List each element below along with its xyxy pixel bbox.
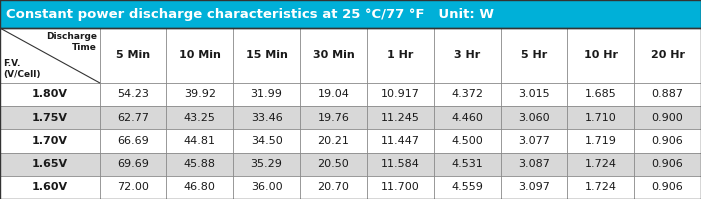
Text: 20.70: 20.70 xyxy=(318,182,349,192)
Text: 20.21: 20.21 xyxy=(318,136,349,146)
Text: 1.719: 1.719 xyxy=(585,136,617,146)
Text: Constant power discharge characteristics at 25 °C/77 °F   Unit: W: Constant power discharge characteristics… xyxy=(6,8,494,20)
Bar xyxy=(0,83,701,106)
Text: 3 Hr: 3 Hr xyxy=(454,50,480,60)
Text: 4.460: 4.460 xyxy=(451,113,483,123)
Text: 44.81: 44.81 xyxy=(184,136,216,146)
Text: 66.69: 66.69 xyxy=(117,136,149,146)
Text: 3.097: 3.097 xyxy=(518,182,550,192)
Text: 11.447: 11.447 xyxy=(381,136,420,146)
Text: 1.710: 1.710 xyxy=(585,113,617,123)
Text: Discharge
Time: Discharge Time xyxy=(46,32,97,52)
Text: 1.724: 1.724 xyxy=(585,159,617,169)
Text: 10.917: 10.917 xyxy=(381,89,420,100)
Text: 0.906: 0.906 xyxy=(652,182,683,192)
Text: 3.077: 3.077 xyxy=(518,136,550,146)
Text: 4.559: 4.559 xyxy=(451,182,483,192)
Text: 5 Hr: 5 Hr xyxy=(521,50,547,60)
Text: 0.906: 0.906 xyxy=(652,136,683,146)
Bar xyxy=(0,129,701,152)
Text: 3.087: 3.087 xyxy=(518,159,550,169)
Text: 39.92: 39.92 xyxy=(184,89,216,100)
Text: 11.584: 11.584 xyxy=(381,159,420,169)
Text: 4.500: 4.500 xyxy=(451,136,483,146)
Text: 33.46: 33.46 xyxy=(251,113,283,123)
Text: F.V.
(V/Cell): F.V. (V/Cell) xyxy=(3,59,40,79)
Text: 4.531: 4.531 xyxy=(451,159,483,169)
Text: 46.80: 46.80 xyxy=(184,182,216,192)
Text: 11.245: 11.245 xyxy=(381,113,420,123)
Text: 11.700: 11.700 xyxy=(381,182,420,192)
Text: 34.50: 34.50 xyxy=(251,136,283,146)
Text: 15 Min: 15 Min xyxy=(245,50,287,60)
Text: 54.23: 54.23 xyxy=(117,89,149,100)
Text: 0.900: 0.900 xyxy=(652,113,683,123)
Text: 72.00: 72.00 xyxy=(117,182,149,192)
Text: 3.060: 3.060 xyxy=(518,113,550,123)
Text: 1.685: 1.685 xyxy=(585,89,617,100)
Text: 36.00: 36.00 xyxy=(251,182,283,192)
Text: 1.60V: 1.60V xyxy=(32,182,68,192)
Text: 1.724: 1.724 xyxy=(585,182,617,192)
Text: 62.77: 62.77 xyxy=(117,113,149,123)
Text: 20.50: 20.50 xyxy=(318,159,349,169)
Text: 43.25: 43.25 xyxy=(184,113,216,123)
Text: 0.906: 0.906 xyxy=(652,159,683,169)
Text: 4.372: 4.372 xyxy=(451,89,483,100)
Text: 1.70V: 1.70V xyxy=(32,136,68,146)
Bar xyxy=(0,152,701,176)
Text: 19.04: 19.04 xyxy=(318,89,349,100)
Text: 10 Min: 10 Min xyxy=(179,50,221,60)
Text: 45.88: 45.88 xyxy=(184,159,216,169)
Text: 19.76: 19.76 xyxy=(318,113,349,123)
Text: 69.69: 69.69 xyxy=(117,159,149,169)
Text: 1.75V: 1.75V xyxy=(32,113,68,123)
Text: 0.887: 0.887 xyxy=(652,89,683,100)
Bar xyxy=(0,28,701,83)
Text: 31.99: 31.99 xyxy=(251,89,283,100)
Text: 3.015: 3.015 xyxy=(518,89,550,100)
Text: 30 Min: 30 Min xyxy=(313,50,354,60)
Text: 35.29: 35.29 xyxy=(251,159,283,169)
Text: 10 Hr: 10 Hr xyxy=(584,50,618,60)
Text: 1 Hr: 1 Hr xyxy=(387,50,414,60)
Text: 5 Min: 5 Min xyxy=(116,50,150,60)
Text: 1.65V: 1.65V xyxy=(32,159,68,169)
Text: 20 Hr: 20 Hr xyxy=(651,50,685,60)
Bar xyxy=(0,176,701,199)
Bar xyxy=(0,0,701,28)
Text: 1.80V: 1.80V xyxy=(32,89,68,100)
Bar xyxy=(0,106,701,129)
